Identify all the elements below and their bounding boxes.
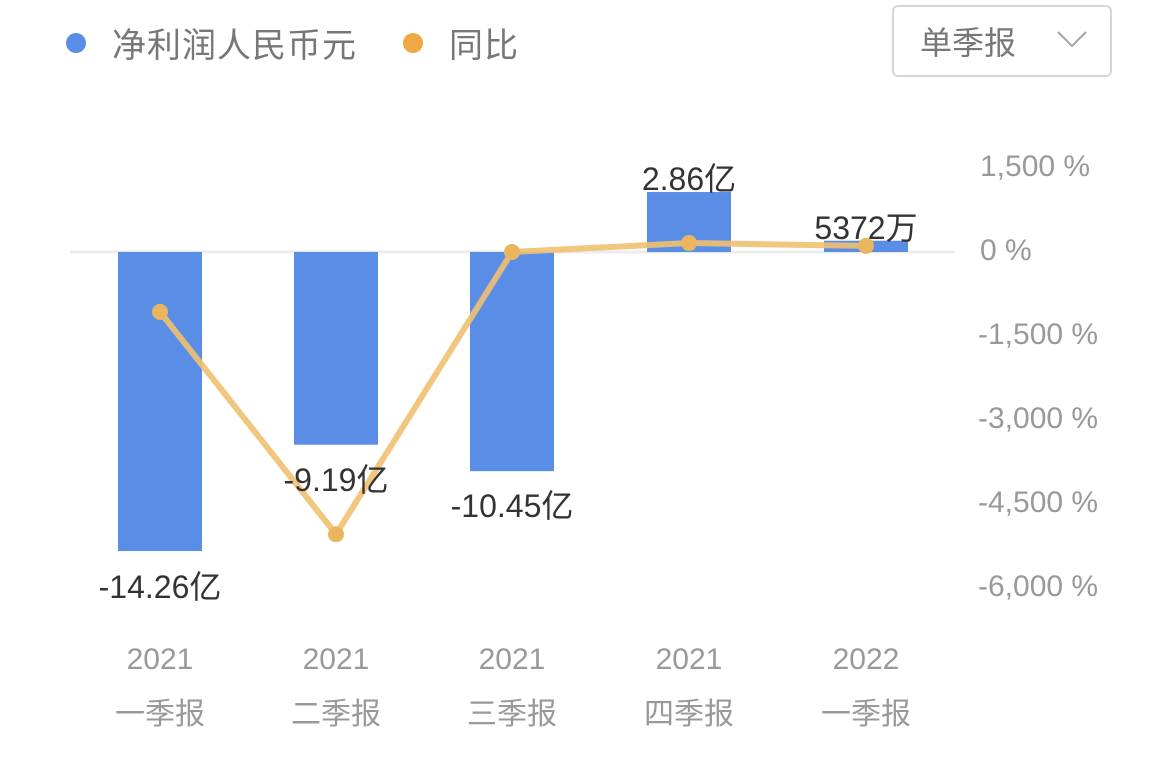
x-axis-quarter: 一季报 xyxy=(115,697,205,732)
bar-value-label: -10.45亿 xyxy=(450,488,574,524)
y-axis-tick-label: -4,500 % xyxy=(978,486,1099,519)
yoy-point[interactable] xyxy=(152,303,168,320)
period-select-dropdown[interactable]: 单季报 xyxy=(892,5,1112,77)
legend-item-yoy[interactable]: 同比 xyxy=(403,18,519,67)
legend-item-net-profit[interactable]: 净利润人民币元 xyxy=(66,18,357,67)
x-axis-year: 2021 xyxy=(126,643,194,676)
orange-circle-icon xyxy=(403,32,423,53)
yoy-point[interactable] xyxy=(681,235,697,252)
y-axis-tick-label: -6,000 % xyxy=(978,570,1099,603)
yoy-point[interactable] xyxy=(504,244,520,260)
bar-value-label: 2.86亿 xyxy=(641,161,737,197)
legend-label: 净利润人民币元 xyxy=(112,26,357,66)
x-axis-quarter: 二季报 xyxy=(291,697,381,732)
x-axis-quarter: 一季报 xyxy=(821,697,911,732)
yoy-point[interactable] xyxy=(328,526,344,543)
bar-value-label: -9.19亿 xyxy=(283,462,389,498)
x-axis-category-label: 2021 四季报 xyxy=(619,643,759,733)
y-axis-tick-label: -3,000 % xyxy=(978,402,1099,435)
bar-net-profit[interactable] xyxy=(118,252,202,552)
bar-value-label: -14.26亿 xyxy=(98,569,222,605)
x-axis-year: 2021 xyxy=(655,643,723,676)
y-axis-tick-label: 1,500 % xyxy=(980,150,1091,183)
x-axis-year: 2021 xyxy=(478,643,546,676)
x-axis-quarter: 三季报 xyxy=(467,697,557,732)
bar-value-label: 5372万 xyxy=(814,210,918,246)
legend-label: 同比 xyxy=(449,26,519,66)
x-axis-category-label: 2021 一季报 xyxy=(90,643,230,733)
yoy-point[interactable] xyxy=(858,237,874,254)
blue-circle-icon xyxy=(66,32,86,53)
x-axis-year: 2021 xyxy=(302,643,370,676)
chevron-down-icon xyxy=(1057,31,1087,48)
x-axis-year: 2022 xyxy=(832,643,900,676)
bar-net-profit[interactable] xyxy=(470,252,554,472)
x-axis-category-label: 2021 二季报 xyxy=(266,643,406,733)
y-axis-tick-label: 0 % xyxy=(980,234,1032,267)
x-axis-category-label: 2021 三季报 xyxy=(442,643,582,733)
y-axis-tick-label: -1,500 % xyxy=(978,318,1099,351)
period-select-value: 单季报 xyxy=(920,24,1017,62)
bar-net-profit[interactable] xyxy=(294,252,378,445)
x-axis-category-label: 2022 一季报 xyxy=(796,643,936,733)
x-axis-quarter: 四季报 xyxy=(644,697,734,732)
chart-legend: 净利润人民币元 同比 xyxy=(66,18,565,67)
